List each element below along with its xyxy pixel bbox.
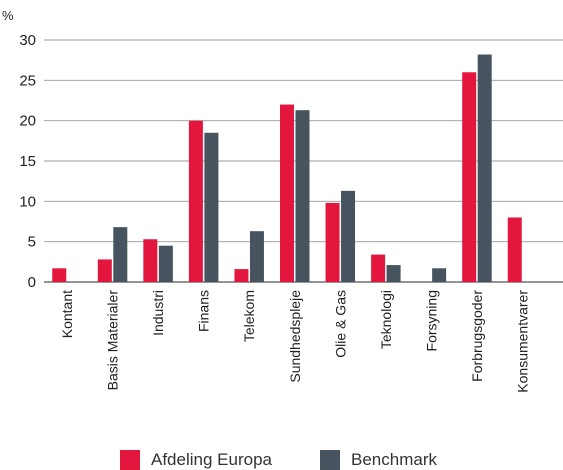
y-tick-label: 25 bbox=[19, 72, 36, 89]
x-tick-label: Finans bbox=[196, 290, 212, 332]
bar-series-2 bbox=[204, 132, 219, 282]
bar-series-2 bbox=[341, 190, 356, 282]
bar-series-1 bbox=[143, 239, 158, 282]
bar-series-1 bbox=[280, 104, 294, 283]
x-axis-ticks: Kontant Basis Materialer Industri Finans Tel… bbox=[59, 290, 531, 393]
legend: Afdeling Europa Benchmark bbox=[0, 444, 563, 470]
bar-series-1 bbox=[507, 217, 522, 282]
y-axis-ticks: 0 5 10 15 20 25 30 bbox=[19, 32, 36, 291]
bar-series-2 bbox=[158, 245, 173, 282]
bar-series-1 bbox=[325, 202, 340, 282]
legend-swatch-series-1 bbox=[120, 450, 140, 470]
bar-series-2 bbox=[432, 268, 447, 282]
x-tick-label: Kontant bbox=[59, 290, 75, 338]
bar-series-2 bbox=[113, 227, 128, 282]
legend-item-series-1: Afdeling Europa bbox=[120, 450, 272, 470]
x-tick-label: Industri bbox=[150, 290, 166, 336]
bar-series-1 bbox=[188, 120, 203, 283]
legend-label-series-1: Afdeling Europa bbox=[151, 450, 272, 469]
x-tick-label: Forsyning bbox=[423, 290, 439, 351]
y-tick-label: 20 bbox=[19, 113, 36, 130]
bar-series-1 bbox=[97, 259, 112, 282]
bar-series-1 bbox=[462, 72, 477, 283]
bar-series-1 bbox=[371, 254, 386, 282]
y-tick-label: 0 bbox=[28, 274, 36, 291]
legend-item-series-2: Benchmark bbox=[320, 450, 437, 470]
x-tick-label: Sundhedspleje bbox=[287, 290, 303, 383]
bar-series-2 bbox=[386, 265, 401, 282]
y-tick-label: 10 bbox=[19, 193, 36, 210]
y-axis-label: % bbox=[2, 8, 14, 23]
x-tick-label: Konsumentvarer bbox=[515, 290, 531, 393]
bar-series-1 bbox=[234, 269, 249, 282]
bars bbox=[52, 54, 522, 283]
y-tick-label: 30 bbox=[19, 32, 36, 49]
x-tick-label: Basis Materialer bbox=[105, 290, 121, 391]
bar-series-2 bbox=[477, 54, 492, 282]
x-tick-label: Forbrugsgoder bbox=[469, 290, 485, 382]
y-tick-label: 15 bbox=[19, 153, 36, 170]
legend-swatch-series-2 bbox=[320, 450, 340, 470]
x-tick-label: Telekom bbox=[241, 290, 257, 342]
bar-series-2 bbox=[295, 110, 310, 283]
x-tick-label: Teknologi bbox=[378, 290, 394, 349]
bar-series-1 bbox=[52, 268, 67, 282]
bar-series-2 bbox=[249, 231, 264, 282]
y-tick-label: 5 bbox=[28, 234, 36, 251]
legend-label-series-2: Benchmark bbox=[351, 450, 437, 469]
x-tick-label: Olie & Gas bbox=[332, 290, 348, 358]
